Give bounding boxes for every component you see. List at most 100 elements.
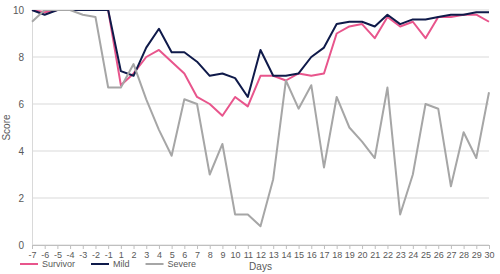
x-tick-label: 24 bbox=[408, 250, 418, 260]
x-tick-mark bbox=[349, 245, 350, 249]
legend-item: Mild bbox=[91, 259, 130, 269]
y-axis-title: Score bbox=[1, 114, 12, 141]
x-tick-label: 15 bbox=[294, 250, 304, 260]
x-tick: 12 bbox=[256, 245, 266, 260]
x-tick-mark bbox=[45, 245, 46, 249]
x-tick-mark bbox=[299, 245, 300, 249]
x-tick-mark bbox=[172, 245, 173, 249]
x-tick-label: 23 bbox=[396, 250, 406, 260]
series-line bbox=[32, 10, 489, 226]
x-tick-mark bbox=[413, 245, 414, 249]
x-tick-label: 30 bbox=[484, 250, 494, 260]
x-tick-label: 18 bbox=[332, 250, 342, 260]
x-tick: 17 bbox=[319, 245, 329, 260]
x-tick-mark bbox=[426, 245, 427, 249]
x-tick-mark bbox=[362, 245, 363, 249]
x-tick-mark bbox=[184, 245, 185, 249]
x-tick: 10 bbox=[231, 245, 241, 260]
x-tick-label: 22 bbox=[383, 250, 393, 260]
grid-line bbox=[32, 104, 489, 105]
y-tick-label: 10 bbox=[13, 5, 25, 16]
x-tick-label: 14 bbox=[281, 250, 291, 260]
x-tick: -1 bbox=[105, 245, 113, 260]
legend-swatch bbox=[20, 263, 38, 265]
x-tick-label: 20 bbox=[358, 250, 368, 260]
x-tick-label: 21 bbox=[370, 250, 380, 260]
x-tick: 8 bbox=[208, 245, 213, 260]
x-tick: 3 bbox=[144, 245, 149, 260]
x-tick-mark bbox=[222, 245, 223, 249]
x-tick-label: -3 bbox=[79, 250, 87, 260]
legend-label: Severe bbox=[168, 259, 197, 269]
y-tick: 4 bbox=[18, 146, 32, 157]
x-tick: 22 bbox=[383, 245, 393, 260]
x-tick-label: 13 bbox=[269, 250, 279, 260]
x-tick-label: 11 bbox=[244, 250, 253, 260]
y-tick: 8 bbox=[18, 52, 32, 63]
x-tick-mark bbox=[210, 245, 211, 249]
x-tick-mark bbox=[146, 245, 147, 249]
x-tick-label: 16 bbox=[307, 250, 317, 260]
x-tick: 30 bbox=[484, 245, 494, 260]
x-tick-mark bbox=[235, 245, 236, 249]
x-tick-mark bbox=[438, 245, 439, 249]
x-tick: 4 bbox=[157, 245, 162, 260]
x-tick: 23 bbox=[396, 245, 406, 260]
legend-item: Severe bbox=[146, 259, 197, 269]
x-tick: 20 bbox=[358, 245, 368, 260]
x-tick-label: 17 bbox=[319, 250, 329, 260]
x-tick: 19 bbox=[345, 245, 355, 260]
legend-swatch bbox=[91, 263, 109, 265]
x-tick: 28 bbox=[459, 245, 469, 260]
x-tick-mark bbox=[32, 245, 33, 249]
x-tick-mark bbox=[134, 245, 135, 249]
x-axis-title: Days bbox=[249, 261, 272, 272]
y-tick-label: 8 bbox=[18, 52, 24, 63]
x-tick: -7 bbox=[28, 245, 36, 260]
y-tick: 0 bbox=[18, 240, 32, 251]
y-axis: 0 2 4 6 8 10 bbox=[13, 5, 33, 251]
y-tick-label: 2 bbox=[18, 193, 24, 204]
x-tick-mark bbox=[451, 245, 452, 249]
x-tick-mark bbox=[286, 245, 287, 249]
x-tick-label: -1 bbox=[105, 250, 113, 260]
y-tick: 10 bbox=[13, 5, 32, 16]
x-tick-label: 26 bbox=[434, 250, 444, 260]
y-tick-label: 6 bbox=[18, 99, 24, 110]
series-line bbox=[32, 10, 489, 116]
x-tick-mark bbox=[400, 245, 401, 249]
legend-swatch bbox=[146, 263, 164, 265]
x-tick-mark bbox=[108, 245, 109, 249]
x-tick-label: 4 bbox=[157, 250, 162, 260]
x-tick: 2 bbox=[132, 245, 137, 260]
x-tick-mark bbox=[70, 245, 71, 249]
x-tick: 13 bbox=[269, 245, 279, 260]
x-tick: 26 bbox=[434, 245, 444, 260]
legend-label: Mild bbox=[113, 259, 130, 269]
series-line bbox=[32, 10, 489, 97]
x-tick-label: 19 bbox=[345, 250, 355, 260]
x-tick-mark bbox=[159, 245, 160, 249]
x-tick: 18 bbox=[332, 245, 342, 260]
x-tick-label: 8 bbox=[208, 250, 213, 260]
x-tick-mark bbox=[197, 245, 198, 249]
y-tick-label: 4 bbox=[18, 146, 24, 157]
x-tick-label: 2 bbox=[132, 250, 137, 260]
x-tick-mark bbox=[95, 245, 96, 249]
x-tick-mark bbox=[248, 245, 249, 249]
x-tick: 25 bbox=[421, 245, 431, 260]
x-tick-mark bbox=[273, 245, 274, 249]
x-tick: 29 bbox=[472, 245, 482, 260]
y-axis-line bbox=[32, 11, 33, 246]
legend: SurvivorMildSevere bbox=[20, 259, 196, 269]
x-tick-mark bbox=[375, 245, 376, 249]
grid-line bbox=[32, 57, 489, 58]
x-tick-mark bbox=[324, 245, 325, 249]
x-tick-mark bbox=[261, 245, 262, 249]
x-axis: -7-6-5-4-3-2-112345678910111213141516171… bbox=[28, 245, 494, 260]
x-tick: 24 bbox=[408, 245, 418, 260]
x-tick-label: 27 bbox=[446, 250, 456, 260]
x-tick: 14 bbox=[281, 245, 291, 260]
x-tick: 15 bbox=[294, 245, 304, 260]
x-tick: -3 bbox=[79, 245, 87, 260]
